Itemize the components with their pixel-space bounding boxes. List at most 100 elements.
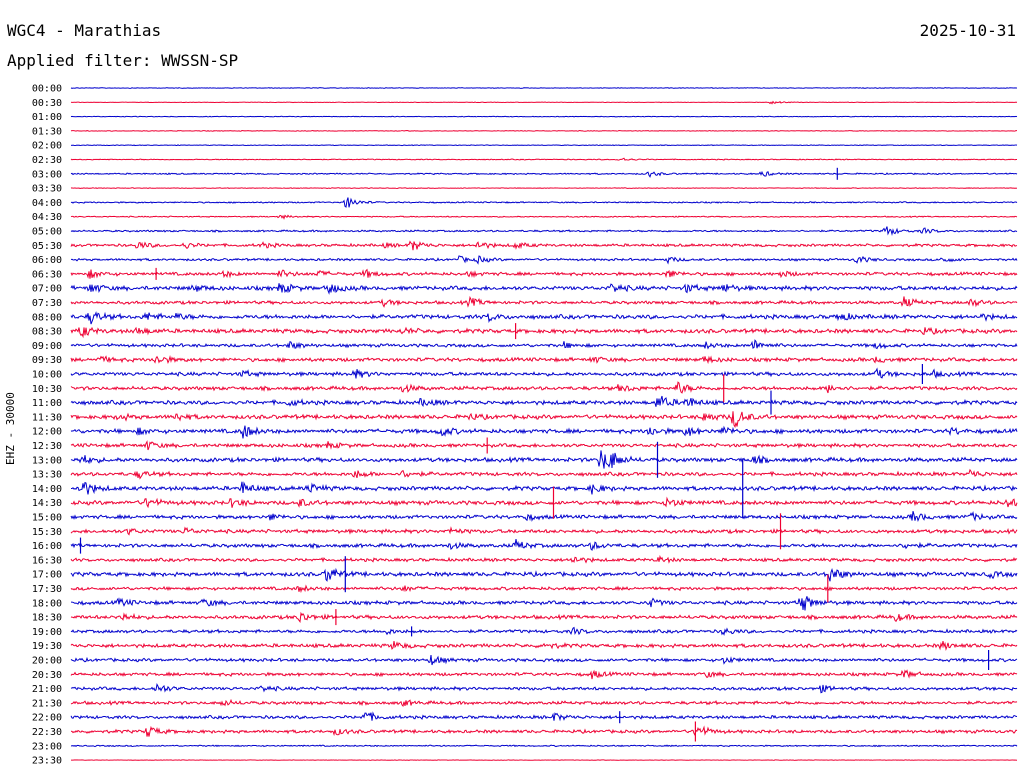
trace-row <box>70 584 1018 594</box>
time-label: 15:00 <box>32 513 62 524</box>
time-labels: 00:00 00:30 01:00 01:30 02:00 02:30 03:00 03:30… <box>32 84 62 767</box>
trace-row <box>70 626 1018 636</box>
trace-row <box>70 283 1018 295</box>
trace-row <box>70 311 1018 325</box>
time-label: 23:30 <box>32 756 62 767</box>
trace-row <box>70 554 1018 564</box>
trace-row <box>70 481 1018 495</box>
time-label: 05:30 <box>32 241 62 252</box>
time-label: 02:30 <box>32 155 62 166</box>
trace-row <box>70 744 1018 748</box>
time-label: 21:30 <box>32 698 62 709</box>
trace-row <box>70 354 1018 365</box>
time-label: 13:00 <box>32 455 62 466</box>
trace-row <box>70 698 1018 708</box>
time-label: 07:30 <box>32 298 62 309</box>
time-label: 19:30 <box>32 641 62 652</box>
time-label: 12:00 <box>32 427 62 438</box>
trace-row <box>70 197 1018 208</box>
trace-row <box>70 170 1018 178</box>
time-label: 20:30 <box>32 670 62 681</box>
trace-row <box>70 339 1018 350</box>
trace-row <box>70 425 1018 439</box>
trace-row <box>70 711 1018 722</box>
time-label: 18:00 <box>32 598 62 609</box>
time-label: 03:00 <box>32 169 62 180</box>
trace-row <box>70 115 1018 118</box>
trace-row <box>70 255 1018 265</box>
trace-row <box>70 326 1018 339</box>
time-label: 11:00 <box>32 398 62 409</box>
time-label: 21:00 <box>32 684 62 695</box>
trace-row <box>70 157 1018 161</box>
trace-row <box>70 539 1018 552</box>
time-label: 22:30 <box>32 727 62 738</box>
time-label: 17:30 <box>32 584 62 595</box>
time-label: 18:30 <box>32 613 62 624</box>
trace-row <box>70 100 1018 105</box>
time-label: 07:00 <box>32 284 62 295</box>
time-label: 05:00 <box>32 227 62 238</box>
time-label: 08:30 <box>32 327 62 338</box>
time-label: 01:00 <box>32 112 62 123</box>
date-label: 2025-10-31 <box>919 21 1016 40</box>
trace-row <box>70 395 1018 408</box>
station-title: WGC4 - Marathias <box>7 21 162 40</box>
time-label: 13:30 <box>32 470 62 481</box>
seismic-traces <box>70 87 1018 761</box>
trace-row <box>70 144 1018 147</box>
time-label: 06:00 <box>32 255 62 266</box>
time-label: 02:00 <box>32 141 62 152</box>
time-label: 01:30 <box>32 126 62 137</box>
time-label: 04:00 <box>32 198 62 209</box>
trace-row <box>70 496 1018 509</box>
trace-row <box>70 268 1018 279</box>
trace-row <box>70 725 1018 737</box>
trace-row <box>70 683 1018 694</box>
time-label: 10:30 <box>32 384 62 395</box>
trace-row <box>70 214 1018 220</box>
trace-row <box>70 226 1018 236</box>
time-label: 16:00 <box>32 541 62 552</box>
time-label: 06:30 <box>32 269 62 280</box>
time-label: 10:00 <box>32 370 62 381</box>
time-label: 11:30 <box>32 412 62 423</box>
trace-row <box>70 526 1018 536</box>
trace-row <box>70 187 1018 190</box>
trace-row <box>70 567 1018 582</box>
time-label: 22:00 <box>32 713 62 724</box>
time-label: 19:00 <box>32 627 62 638</box>
trace-row <box>70 669 1018 680</box>
time-label: 14:00 <box>32 484 62 495</box>
time-label: 08:00 <box>32 312 62 323</box>
time-label: 03:30 <box>32 184 62 195</box>
trace-row <box>70 450 1018 469</box>
trace-row <box>70 440 1018 451</box>
trace-row <box>70 654 1018 666</box>
time-label: 14:30 <box>32 498 62 509</box>
time-label: 09:30 <box>32 355 62 366</box>
time-label: 00:00 <box>32 84 62 95</box>
trace-row <box>70 640 1018 652</box>
time-label: 17:00 <box>32 570 62 581</box>
trace-row <box>71 596 1018 611</box>
trace-row <box>70 468 1018 480</box>
time-label: 16:30 <box>32 555 62 566</box>
trace-row <box>70 240 1018 251</box>
time-label: 00:30 <box>32 98 62 109</box>
trace-row <box>70 611 1018 623</box>
trace-row <box>70 87 1018 89</box>
trace-row <box>70 511 1018 523</box>
filter-label: Applied filter: WWSSN-SP <box>7 51 239 70</box>
trace-row <box>70 129 1018 132</box>
trace-row <box>70 367 1018 379</box>
time-label: 23:00 <box>32 741 62 752</box>
time-label: 09:00 <box>32 341 62 352</box>
time-label: 04:30 <box>32 212 62 223</box>
time-label: 20:00 <box>32 656 62 667</box>
trace-row <box>70 381 1018 394</box>
trace-row <box>70 411 1018 428</box>
trace-row <box>70 295 1018 308</box>
time-label: 12:30 <box>32 441 62 452</box>
